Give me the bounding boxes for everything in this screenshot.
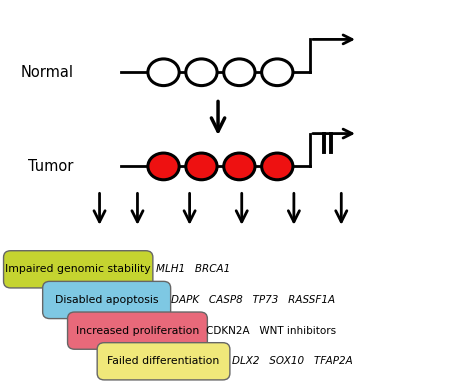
Text: Normal: Normal [20, 65, 73, 80]
FancyBboxPatch shape [97, 343, 230, 380]
Ellipse shape [186, 153, 217, 180]
Text: Disabled apoptosis: Disabled apoptosis [55, 295, 158, 305]
FancyBboxPatch shape [4, 251, 153, 288]
Text: DAPK   CASP8   TP73   RASSF1A: DAPK CASP8 TP73 RASSF1A [171, 295, 335, 305]
Text: MLH1   BRCA1: MLH1 BRCA1 [156, 264, 231, 274]
Text: Increased proliferation: Increased proliferation [76, 326, 199, 336]
FancyBboxPatch shape [67, 312, 207, 349]
FancyBboxPatch shape [43, 282, 171, 319]
Ellipse shape [262, 153, 293, 180]
Text: CDKN2A   WNT inhibitors: CDKN2A WNT inhibitors [206, 326, 337, 336]
Ellipse shape [148, 59, 179, 86]
Text: Failed differentiation: Failed differentiation [108, 356, 219, 366]
Text: Tumor: Tumor [28, 159, 73, 174]
Ellipse shape [262, 59, 293, 86]
Text: DLX2   SOX10   TFAP2A: DLX2 SOX10 TFAP2A [232, 356, 353, 366]
Text: Impaired genomic stability: Impaired genomic stability [5, 264, 151, 274]
Ellipse shape [186, 59, 217, 86]
Ellipse shape [224, 153, 255, 180]
Ellipse shape [224, 59, 255, 86]
Ellipse shape [148, 153, 179, 180]
